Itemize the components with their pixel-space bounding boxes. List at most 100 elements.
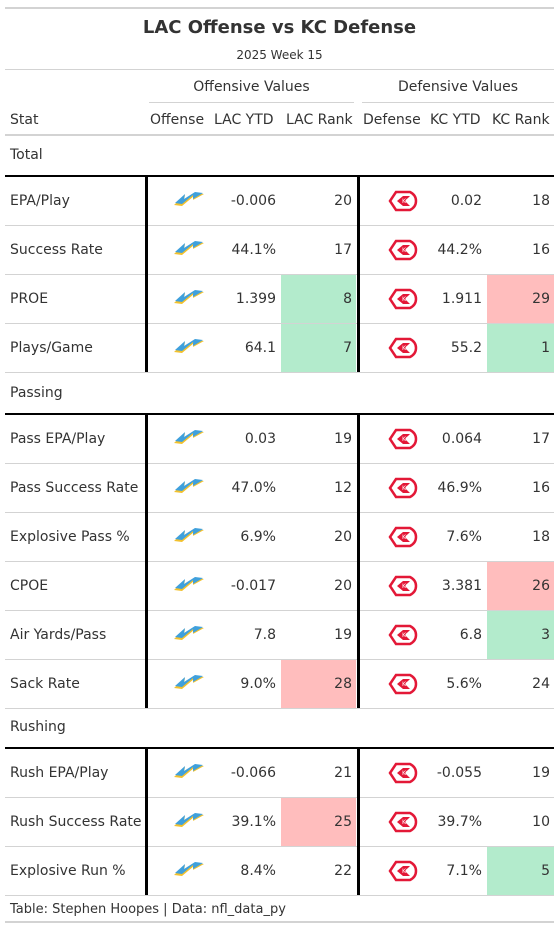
stat-name: PROE [10,291,49,307]
table-title: LAC Offense vs KC Defense [142,17,417,38]
chiefs-logo-icon: KC [388,672,418,700]
table-row: Pass Success Rate 47.0% 12 KC 46.9% 16 [5,464,554,513]
lac-rank-value: 12 [334,480,352,496]
chiefs-logo-icon: KC [388,761,418,789]
lac-ytd-value: 64.1 [244,340,276,356]
header-rule [5,69,554,70]
kc-ytd-value: 3.381 [441,578,482,594]
chargers-logo-icon [173,527,205,549]
svg-text:KC: KC [402,681,410,688]
stat-name: Success Rate [10,242,103,258]
svg-text:KC: KC [402,296,410,303]
kc-rank-value: 3 [487,611,554,659]
chiefs-logo-icon: KC [388,476,418,504]
kc-rank-value: 16 [532,242,550,258]
kc-ytd-value: 46.9% [437,480,482,496]
chargers-logo-icon [173,240,205,262]
svg-text:KC: KC [402,770,410,777]
lac-rank-value: 25 [281,798,356,846]
svg-text:KC: KC [402,247,410,254]
stat-name: Pass EPA/Play [10,431,106,447]
lac-ytd-value: 1.399 [235,291,276,307]
lac-rank-value: 19 [334,627,352,643]
lac-rank-value: 20 [334,193,352,209]
col-header-kc-rank: KC Rank [492,112,550,128]
col-header-lac-ytd: LAC YTD [214,112,274,128]
stat-name: Explosive Run % [10,863,126,879]
offense-divider [145,749,148,895]
table-source-note: Table: Stephen Hoopes | Data: nfl_data_p… [10,902,286,917]
kc-ytd-value: 55.2 [450,340,482,356]
chargers-logo-icon [173,861,205,883]
chargers-logo-icon [173,338,205,360]
table-row: Plays/Game 64.1 7 KC 55.2 1 [5,324,554,373]
kc-rank-value: 18 [532,193,550,209]
lac-rank-value: 19 [334,431,352,447]
lac-ytd-value: 7.8 [253,627,276,643]
stat-name: CPOE [10,578,49,594]
table-row: Explosive Pass % 6.9% 20 KC 7.6% 18 [5,513,554,562]
chiefs-logo-icon: KC [388,574,418,602]
col-header-stat: Stat [10,112,39,128]
lac-rank-value: 20 [334,529,352,545]
kc-ytd-value: 39.7% [437,814,482,830]
chiefs-logo-icon: KC [388,810,418,838]
svg-text:KC: KC [402,485,410,492]
defense-divider [357,415,360,708]
stat-name: Rush EPA/Play [10,765,109,781]
chargers-logo-icon [173,576,205,598]
lac-ytd-value: -0.017 [230,578,276,594]
svg-text:KC: KC [402,198,410,205]
offense-divider [145,415,148,708]
section-label-total: Total [10,147,43,163]
col-header-defense: Defense [363,112,421,128]
chiefs-logo-icon: KC [388,525,418,553]
kc-rank-value: 10 [532,814,550,830]
section-rule [5,413,554,415]
table-row: Pass EPA/Play 0.03 19 KC 0.064 17 [5,415,554,464]
stat-name: Plays/Game [10,340,93,356]
column-header-rule [5,134,554,136]
chargers-logo-icon [173,674,205,696]
section-label-passing: Passing [10,385,63,401]
lac-ytd-value: -0.006 [230,193,276,209]
col-header-kc-ytd: KC YTD [430,112,481,128]
defense-divider [357,177,360,372]
svg-text:KC: KC [402,534,410,541]
svg-text:KC: KC [402,436,410,443]
table-row: Explosive Run % 8.4% 22 KC 7.1% 5 [5,847,554,896]
chargers-logo-icon [173,191,205,213]
chargers-logo-icon [173,429,205,451]
table-row: PROE 1.399 8 KC 1.911 29 [5,275,554,324]
chiefs-logo-icon: KC [388,859,418,887]
stat-name: Sack Rate [10,676,80,692]
svg-text:KC: KC [402,583,410,590]
lac-ytd-value: 44.1% [231,242,276,258]
lac-ytd-value: 39.1% [231,814,276,830]
svg-text:KC: KC [402,868,410,875]
col-header-offense: Offense [150,112,205,128]
chiefs-logo-icon: KC [388,427,418,455]
kc-rank-value: 16 [532,480,550,496]
lac-ytd-value: 8.4% [240,863,276,879]
table-row: Rush EPA/Play -0.066 21 KC -0.055 19 [5,749,554,798]
chiefs-logo-icon: KC [388,336,418,364]
kc-rank-value: 26 [487,562,554,610]
kc-rank-value: 18 [532,529,550,545]
table-subtitle: 2025 Week 15 [236,48,323,62]
svg-text:KC: KC [402,345,410,352]
table-row: EPA/Play -0.006 20 KC 0.02 18 [5,177,554,226]
lac-rank-value: 22 [334,863,352,879]
chargers-logo-icon [173,625,205,647]
lac-rank-value: 8 [281,275,356,323]
kc-rank-value: 29 [487,275,554,323]
table-row: CPOE -0.017 20 KC 3.381 26 [5,562,554,611]
table-row: Rush Success Rate 39.1% 25 KC 39.7% 10 [5,798,554,847]
chargers-logo-icon [173,763,205,785]
lac-ytd-value: 47.0% [231,480,276,496]
spanner-defensive-values: Defensive Values [397,79,519,95]
spanner-offense-rule [149,102,354,103]
lac-rank-value: 20 [334,578,352,594]
stat-name: Air Yards/Pass [10,627,107,643]
